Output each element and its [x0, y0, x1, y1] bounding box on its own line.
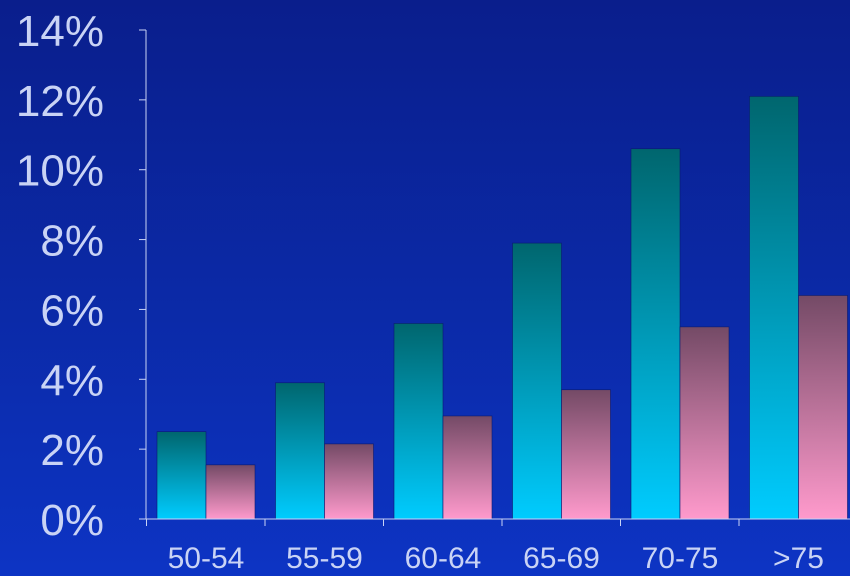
- bar-series1-55-59: [275, 382, 325, 520]
- y-tick-label: 2%: [40, 426, 104, 475]
- x-tick-label: 50-54: [168, 542, 245, 575]
- y-tick-label: 8%: [40, 217, 104, 266]
- y-tick-label: 0%: [40, 496, 104, 545]
- y-tick-label: 10%: [16, 147, 104, 196]
- axes-group: [139, 29, 850, 526]
- bar-series2-50-54: [205, 464, 256, 520]
- bar-series1-50-54: [156, 431, 207, 520]
- bar-series2-65-69: [561, 389, 611, 520]
- y-tick-label: 4%: [40, 356, 104, 405]
- x-tick-label: 65-69: [523, 542, 600, 575]
- bars-group: [156, 96, 848, 520]
- y-tick-label: 14%: [16, 7, 104, 56]
- y-tick-label: 12%: [16, 77, 104, 126]
- x-tick-label: 60-64: [405, 542, 482, 575]
- x-tick-label: >75: [773, 542, 824, 575]
- bar-series1-70-75: [630, 148, 681, 520]
- bar-series1->75: [749, 96, 799, 520]
- y-tick-label: 6%: [40, 286, 104, 335]
- labels-group: 0% 2% 4% 6% 8% 10% 12% 14% 50-54 55-59 60-64 65-69 7…: [16, 7, 824, 575]
- bar-series2-60-64: [442, 415, 493, 520]
- x-tick-label: 70-75: [642, 542, 719, 575]
- bar-series1-60-64: [393, 323, 444, 520]
- bar-series1-65-69: [512, 242, 562, 520]
- bar-series2->75: [798, 295, 848, 520]
- bar-series2-55-59: [324, 443, 374, 520]
- bar-series2-70-75: [679, 326, 730, 520]
- x-tick-label: 55-59: [286, 542, 363, 575]
